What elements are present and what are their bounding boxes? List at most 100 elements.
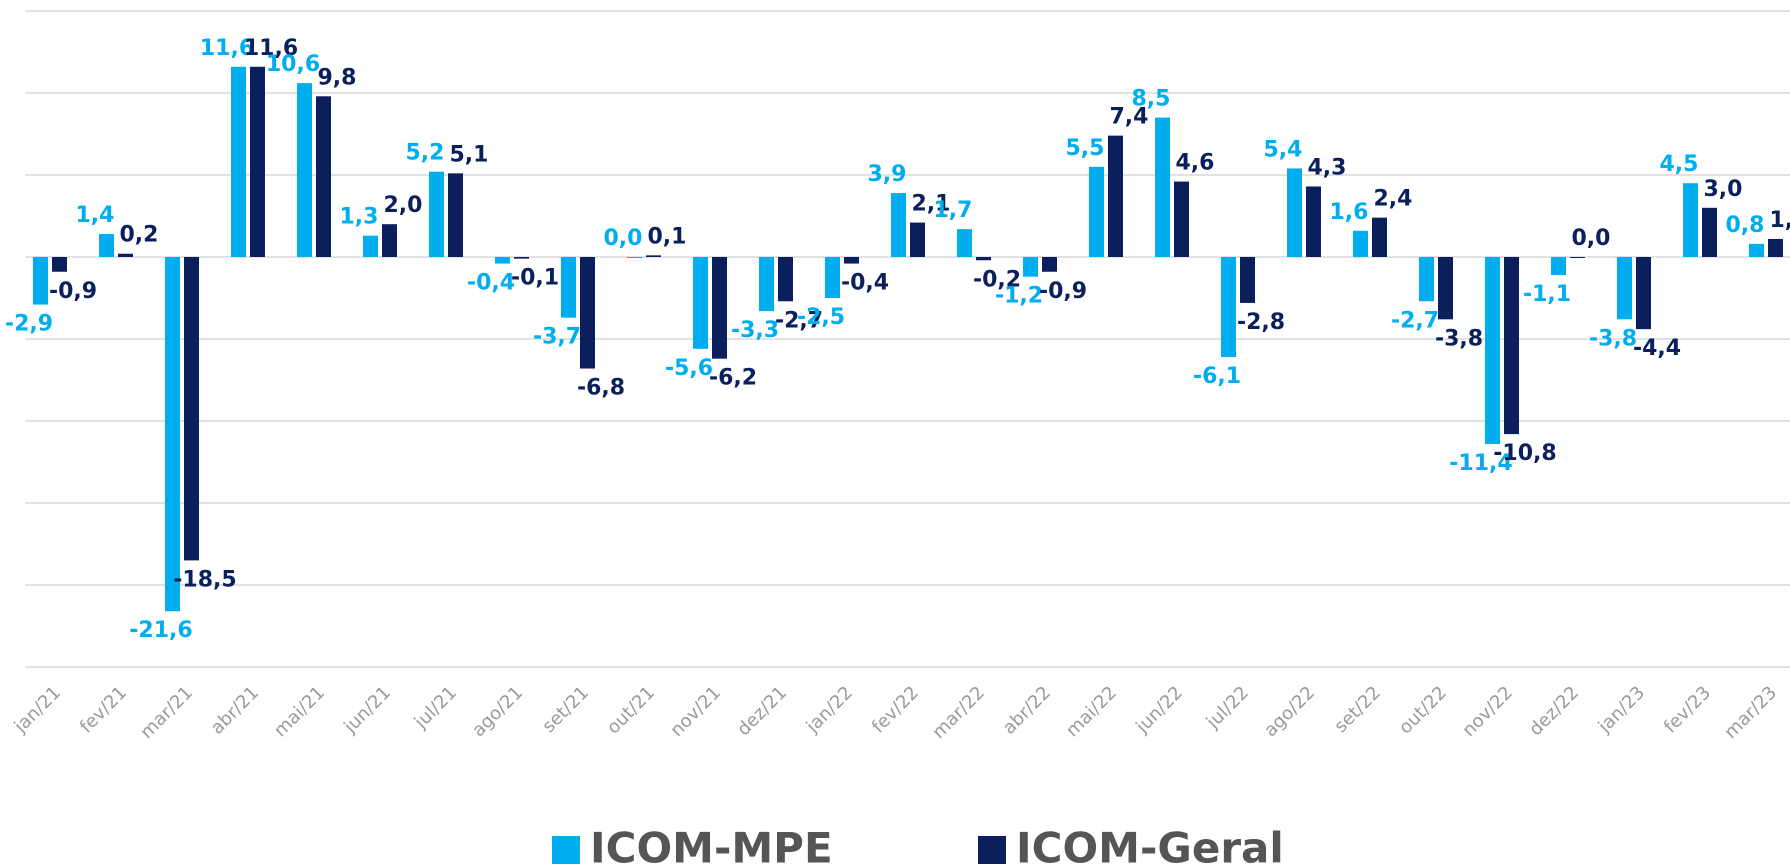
- bar: [844, 257, 859, 264]
- x-tick-label: nov/22: [1458, 682, 1517, 741]
- value-label: 0,0: [1572, 226, 1611, 251]
- bar: [957, 229, 972, 257]
- x-tick-label: fev/23: [1660, 682, 1715, 737]
- x-tick-label: jul/22: [1202, 682, 1253, 733]
- bar: [316, 96, 331, 257]
- bar: [1617, 257, 1632, 320]
- value-label: 2,1: [912, 192, 951, 217]
- x-tick-label: dez/21: [733, 682, 791, 740]
- value-label: -6,1: [1193, 364, 1241, 389]
- value-label: 1,6: [1330, 200, 1369, 225]
- value-label: -21,6: [129, 618, 192, 643]
- bar: [627, 257, 642, 258]
- value-label: 3,0: [1704, 177, 1743, 202]
- bar: [52, 257, 67, 272]
- bar: [33, 257, 48, 305]
- x-tick-label: jul/21: [410, 682, 461, 733]
- bar: [825, 257, 840, 298]
- x-tick-label: mai/21: [270, 682, 329, 741]
- value-label: 1,7: [934, 198, 973, 223]
- x-tick-label: ago/22: [1260, 682, 1319, 741]
- value-label: 0,8: [1726, 213, 1765, 238]
- value-label: -6,8: [577, 376, 625, 401]
- value-label: -2,5: [797, 305, 845, 330]
- value-label: -1,1: [1523, 282, 1571, 307]
- bar: [1089, 166, 1104, 257]
- value-label: 1,3: [340, 205, 379, 230]
- x-tick-label: abr/21: [207, 682, 263, 738]
- value-label: -0,1: [511, 266, 559, 291]
- value-label: -0,9: [49, 279, 97, 304]
- x-tick-label: mar/21: [136, 682, 197, 743]
- value-label: -5,6: [665, 356, 713, 381]
- value-label: -0,4: [841, 271, 889, 296]
- legend-label: ICOM-MPE: [590, 824, 833, 868]
- bar: [1749, 243, 1764, 257]
- bar: [514, 257, 529, 259]
- value-label: -2,7: [1391, 308, 1439, 333]
- bar: [1042, 257, 1057, 272]
- bar: [1702, 207, 1717, 257]
- bar: [1438, 257, 1453, 320]
- bar: [1636, 257, 1651, 330]
- bar: [778, 257, 793, 302]
- value-label: 9,8: [318, 65, 357, 90]
- bar: [165, 257, 180, 612]
- bar: [976, 257, 991, 261]
- value-label: 8,5: [1132, 87, 1171, 112]
- bar: [448, 173, 463, 257]
- bar: [1221, 257, 1236, 358]
- legend-swatch: [978, 836, 1006, 864]
- value-label: -6,2: [709, 366, 757, 391]
- x-tick-label: mar/22: [928, 682, 989, 743]
- bar: [382, 224, 397, 257]
- x-tick-label: jan/22: [802, 682, 857, 737]
- x-tick-label: ago/21: [468, 682, 527, 741]
- value-label: -10,8: [1493, 441, 1556, 466]
- x-tick-label: mar/23: [1720, 682, 1781, 743]
- bar: [250, 66, 265, 257]
- x-tick-label: abr/22: [999, 682, 1055, 738]
- value-label: -11,4: [1449, 451, 1512, 476]
- bar: [910, 222, 925, 257]
- value-label: 4,3: [1308, 155, 1347, 180]
- value-label: 11,6: [200, 36, 254, 61]
- bar: [429, 171, 444, 257]
- value-label: 0,1: [648, 224, 687, 249]
- value-label: -1,2: [995, 284, 1043, 309]
- x-tick-label: out/21: [603, 682, 659, 738]
- value-label: -3,3: [731, 318, 779, 343]
- x-tick-label: jan/23: [1594, 682, 1649, 737]
- value-label: 2,0: [384, 193, 423, 218]
- bar: [580, 257, 595, 369]
- bar: [118, 253, 133, 257]
- value-label: 5,1: [450, 142, 489, 167]
- x-tick-label: jun/22: [1131, 682, 1187, 738]
- x-tick-label: set/22: [1330, 682, 1385, 737]
- bar: [1768, 238, 1783, 257]
- value-label: 5,2: [406, 141, 445, 166]
- value-label: 11,6: [244, 36, 298, 61]
- value-label: 4,5: [1660, 152, 1699, 177]
- value-label: 0,0: [604, 226, 643, 251]
- bar: [99, 234, 114, 257]
- bar: [1353, 230, 1368, 257]
- bar: [1306, 186, 1321, 257]
- value-label: -2,9: [5, 312, 53, 337]
- x-tick-label: dez/22: [1525, 682, 1583, 740]
- bar: [759, 257, 774, 312]
- value-label: -0,2: [973, 267, 1021, 292]
- bar: [184, 257, 199, 561]
- bar: [1372, 217, 1387, 257]
- bar: [561, 257, 576, 318]
- value-label: 1,4: [76, 203, 115, 228]
- value-label: -0,4: [467, 271, 515, 296]
- bar: [1570, 257, 1585, 258]
- value-label: 5,4: [1264, 137, 1303, 162]
- value-label: 3,9: [868, 162, 907, 187]
- bar: [495, 257, 510, 264]
- bar: [1485, 257, 1500, 444]
- bar: [1155, 117, 1170, 257]
- bar: [1174, 181, 1189, 257]
